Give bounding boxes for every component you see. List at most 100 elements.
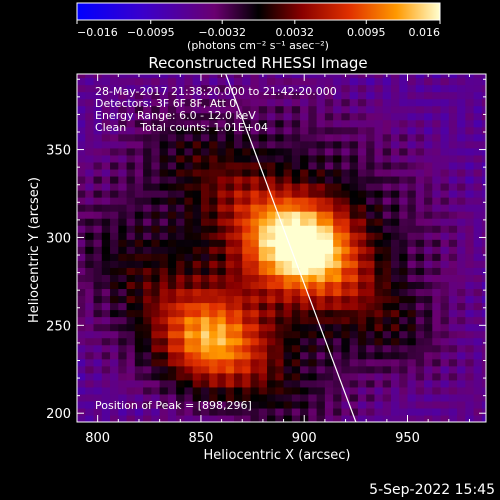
heatmap-cell	[134, 358, 144, 367]
heatmap-cell	[176, 358, 186, 367]
heatmap-cell	[167, 344, 177, 353]
heatmap-cell	[424, 267, 433, 275]
heatmap-cell	[333, 274, 343, 282]
heatmap-cell	[110, 414, 119, 422]
heatmap-cell	[200, 337, 210, 346]
heatmap-cell	[390, 351, 400, 360]
heatmap-cell	[415, 365, 425, 374]
heatmap-cell	[143, 323, 152, 332]
heatmap-cell	[341, 274, 351, 282]
heatmap-cell	[415, 358, 425, 367]
heatmap-cell	[349, 386, 359, 395]
heatmap-cell	[101, 77, 111, 86]
heatmap-cell	[349, 218, 359, 226]
annotation-energy-range: Energy Range: 6.0 - 12.0 keV	[95, 109, 256, 122]
heatmap-cell	[118, 161, 128, 170]
heatmap-cell	[184, 218, 194, 226]
heatmap-cell	[308, 225, 318, 233]
heatmap-cell	[448, 379, 458, 388]
heatmap-cell	[209, 161, 219, 170]
colorbar-tick-label: 0.0095	[347, 26, 386, 39]
heatmap-cell	[176, 175, 186, 184]
heatmap-cell	[457, 351, 466, 360]
heatmap-cell	[283, 84, 293, 93]
heatmap-cell	[143, 393, 152, 402]
heatmap-cell	[333, 105, 343, 114]
heatmap-cell	[184, 140, 194, 149]
heatmap-cell	[126, 105, 136, 114]
heatmap-cell	[200, 119, 210, 128]
heatmap-cell	[126, 400, 136, 409]
heatmap-cell	[151, 239, 161, 247]
heatmap-cell	[134, 316, 144, 325]
heatmap-cell	[275, 112, 285, 121]
heatmap-cell	[258, 190, 268, 198]
heatmap-cell	[200, 386, 210, 395]
heatmap-cell	[101, 190, 111, 198]
heatmap-cell	[85, 316, 95, 325]
heatmap-cell	[374, 119, 384, 128]
heatmap-cell	[415, 386, 425, 395]
colorbar-tick-label: −0.0032	[198, 26, 246, 39]
heatmap-cell	[291, 112, 301, 121]
heatmap-cell	[291, 323, 301, 332]
heatmap-cell	[283, 239, 293, 247]
heatmap-cell	[440, 182, 450, 191]
heatmap-cell	[184, 302, 194, 311]
heatmap-cell	[93, 77, 103, 86]
heatmap-cell	[250, 225, 260, 233]
heatmap-cell	[85, 379, 95, 388]
heatmap-cell	[134, 133, 144, 142]
heatmap-cell	[233, 119, 243, 128]
heatmap-cell	[258, 260, 268, 268]
heatmap-cell	[184, 161, 194, 170]
heatmap-cell	[440, 204, 450, 212]
heatmap-cell	[382, 119, 392, 128]
heatmap-cell	[366, 253, 376, 261]
heatmap-cell	[399, 267, 409, 275]
heatmap-cell	[250, 211, 260, 219]
annotation-time-range: 28-May-2017 21:38:20.000 to 21:42:20.000	[95, 85, 337, 98]
heatmap-cell	[291, 386, 301, 395]
heatmap-cell	[250, 84, 260, 93]
heatmap-cell	[225, 197, 235, 205]
heatmap-cell	[341, 386, 351, 395]
heatmap-cell	[143, 91, 152, 100]
heatmap-cell	[473, 302, 483, 311]
heatmap-cell	[126, 119, 136, 128]
heatmap-cell	[300, 386, 309, 395]
heatmap-cell	[457, 133, 466, 142]
heatmap-cell	[151, 393, 161, 402]
heatmap-cell	[432, 379, 442, 388]
heatmap-cell	[126, 365, 136, 374]
heatmap-cell	[85, 112, 95, 121]
heatmap-cell	[424, 91, 433, 100]
heatmap-cell	[151, 232, 161, 240]
heatmap-cell	[291, 77, 301, 86]
heatmap-cell	[85, 74, 95, 79]
heatmap-cell	[324, 372, 334, 381]
heatmap-cell	[448, 74, 458, 79]
heatmap-cell	[217, 393, 227, 402]
heatmap-cell	[465, 379, 475, 388]
heatmap-cell	[440, 77, 450, 86]
heatmap-cell	[457, 288, 466, 297]
heatmap-cell	[275, 204, 285, 212]
heatmap-cell	[481, 225, 486, 233]
heatmap-cell	[209, 400, 219, 409]
heatmap-cell	[85, 225, 95, 233]
heatmap-cell	[300, 211, 309, 219]
heatmap-cell	[209, 274, 219, 282]
heatmap-cell	[473, 91, 483, 100]
heatmap-cell	[159, 386, 169, 395]
heatmap-cell	[143, 84, 152, 93]
heatmap-cell	[448, 168, 458, 177]
heatmap-cell	[333, 74, 343, 79]
heatmap-cell	[374, 316, 384, 325]
heatmap-cell	[217, 316, 227, 325]
heatmap-cell	[283, 232, 293, 240]
heatmap-cell	[118, 197, 128, 205]
heatmap-cell	[300, 119, 309, 128]
heatmap-cell	[283, 330, 293, 339]
heatmap-cell	[283, 98, 293, 107]
